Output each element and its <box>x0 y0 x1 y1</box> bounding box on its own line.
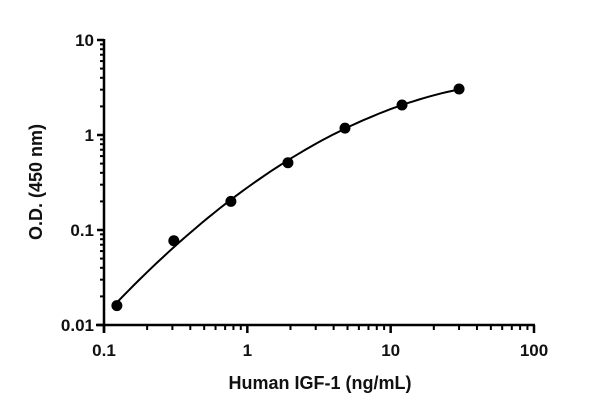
x-tick-label: 100 <box>520 341 548 360</box>
data-points <box>111 83 465 312</box>
y-tick-label: 0.01 <box>61 316 94 335</box>
data-point-marker <box>339 122 351 134</box>
x-tick-label: 10 <box>381 341 400 360</box>
x-tick-label: 0.1 <box>92 341 116 360</box>
data-point-marker <box>396 99 408 111</box>
y-tick-label: 1 <box>85 126 94 145</box>
data-point-marker <box>453 83 465 95</box>
data-point-marker <box>168 235 180 247</box>
y-axis: 0.01 0.1 1 10 <box>61 31 106 335</box>
x-axis: 0.1 1 10 100 <box>92 323 548 360</box>
y-tick-label: 0.1 <box>70 221 94 240</box>
data-point-marker <box>282 157 294 169</box>
x-axis-title: Human IGF-1 (ng/mL) <box>229 373 412 393</box>
y-axis-title: O.D. (450 nm) <box>26 124 46 240</box>
fit-curve <box>116 88 460 304</box>
data-point-marker <box>225 195 237 207</box>
y-tick-label: 10 <box>75 31 94 50</box>
data-point-marker <box>111 300 123 312</box>
x-tick-label: 1 <box>243 341 252 360</box>
